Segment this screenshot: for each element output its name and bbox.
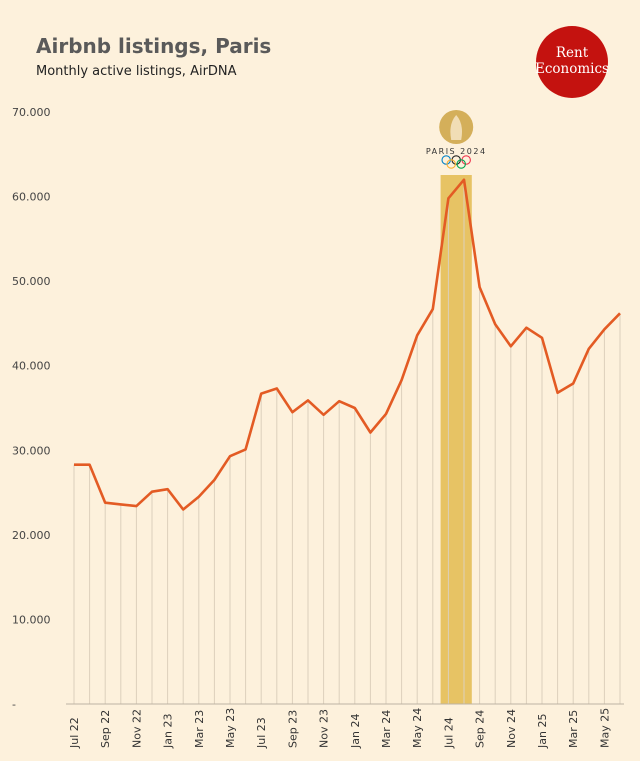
x-tick-label: Mar 25 bbox=[567, 710, 580, 748]
x-tick-label: May 23 bbox=[224, 708, 237, 748]
x-tick-label: Jul 22 bbox=[68, 717, 81, 749]
series-line bbox=[74, 178, 621, 511]
emblem-text: PARIS 2024 bbox=[426, 147, 487, 156]
x-tick-label: Nov 24 bbox=[505, 709, 518, 748]
y-tick-label: 50.000 bbox=[12, 275, 51, 288]
y-tick-label: 60.000 bbox=[12, 191, 51, 204]
rent-economics-logo: Rent Economics bbox=[535, 26, 609, 98]
y-tick-label: 10.000 bbox=[12, 613, 51, 626]
olympic-ring bbox=[456, 159, 466, 169]
logo-line-2: Economics bbox=[535, 61, 609, 77]
olympic-ring bbox=[446, 159, 456, 169]
x-tick-label: Jan 25 bbox=[536, 714, 549, 749]
x-tick-label: Mar 23 bbox=[193, 710, 206, 748]
x-tick-label: Jul 24 bbox=[442, 717, 455, 749]
x-tick-label: Jan 23 bbox=[162, 714, 175, 749]
x-tick-label: May 25 bbox=[598, 708, 611, 748]
highlight-rect bbox=[440, 175, 472, 704]
paris-2024-emblem: PARIS 2024 bbox=[426, 110, 487, 169]
y-tick-label: 20.000 bbox=[12, 529, 51, 542]
olympics-highlight-band bbox=[440, 175, 472, 704]
chart-title: Airbnb listings, Paris bbox=[36, 34, 272, 58]
y-tick-label: 40.000 bbox=[12, 360, 51, 373]
x-tick-label: May 24 bbox=[411, 708, 424, 748]
drop-lines bbox=[73, 179, 621, 704]
x-axis: Jul 22 Sep 22 Nov 22 Jan 23 Mar 23 May 23 Jul … bbox=[66, 703, 624, 749]
y-axis: - 10.000 20.000 30.000 40.000 50.000 60.000 70.… bbox=[12, 106, 51, 711]
x-tick-label: Sep 22 bbox=[99, 710, 112, 748]
logo-line-1: Rent bbox=[555, 45, 589, 62]
y-tick-label: 30.000 bbox=[12, 444, 51, 457]
x-tick-label: Mar 24 bbox=[380, 710, 393, 748]
x-tick-label: Sep 24 bbox=[474, 710, 487, 748]
y-tick-label: 70.000 bbox=[12, 106, 51, 119]
x-tick-label: Nov 23 bbox=[318, 709, 331, 748]
chart-subtitle: Monthly active listings, AirDNA bbox=[36, 64, 237, 79]
x-tick-label: Sep 23 bbox=[286, 710, 299, 748]
x-tick-label: Jul 23 bbox=[255, 717, 268, 749]
y-tick-label: - bbox=[12, 698, 16, 711]
x-tick-label: Nov 22 bbox=[130, 709, 143, 748]
emblem-flame bbox=[450, 115, 463, 140]
x-tick-label: Jan 24 bbox=[349, 714, 362, 749]
